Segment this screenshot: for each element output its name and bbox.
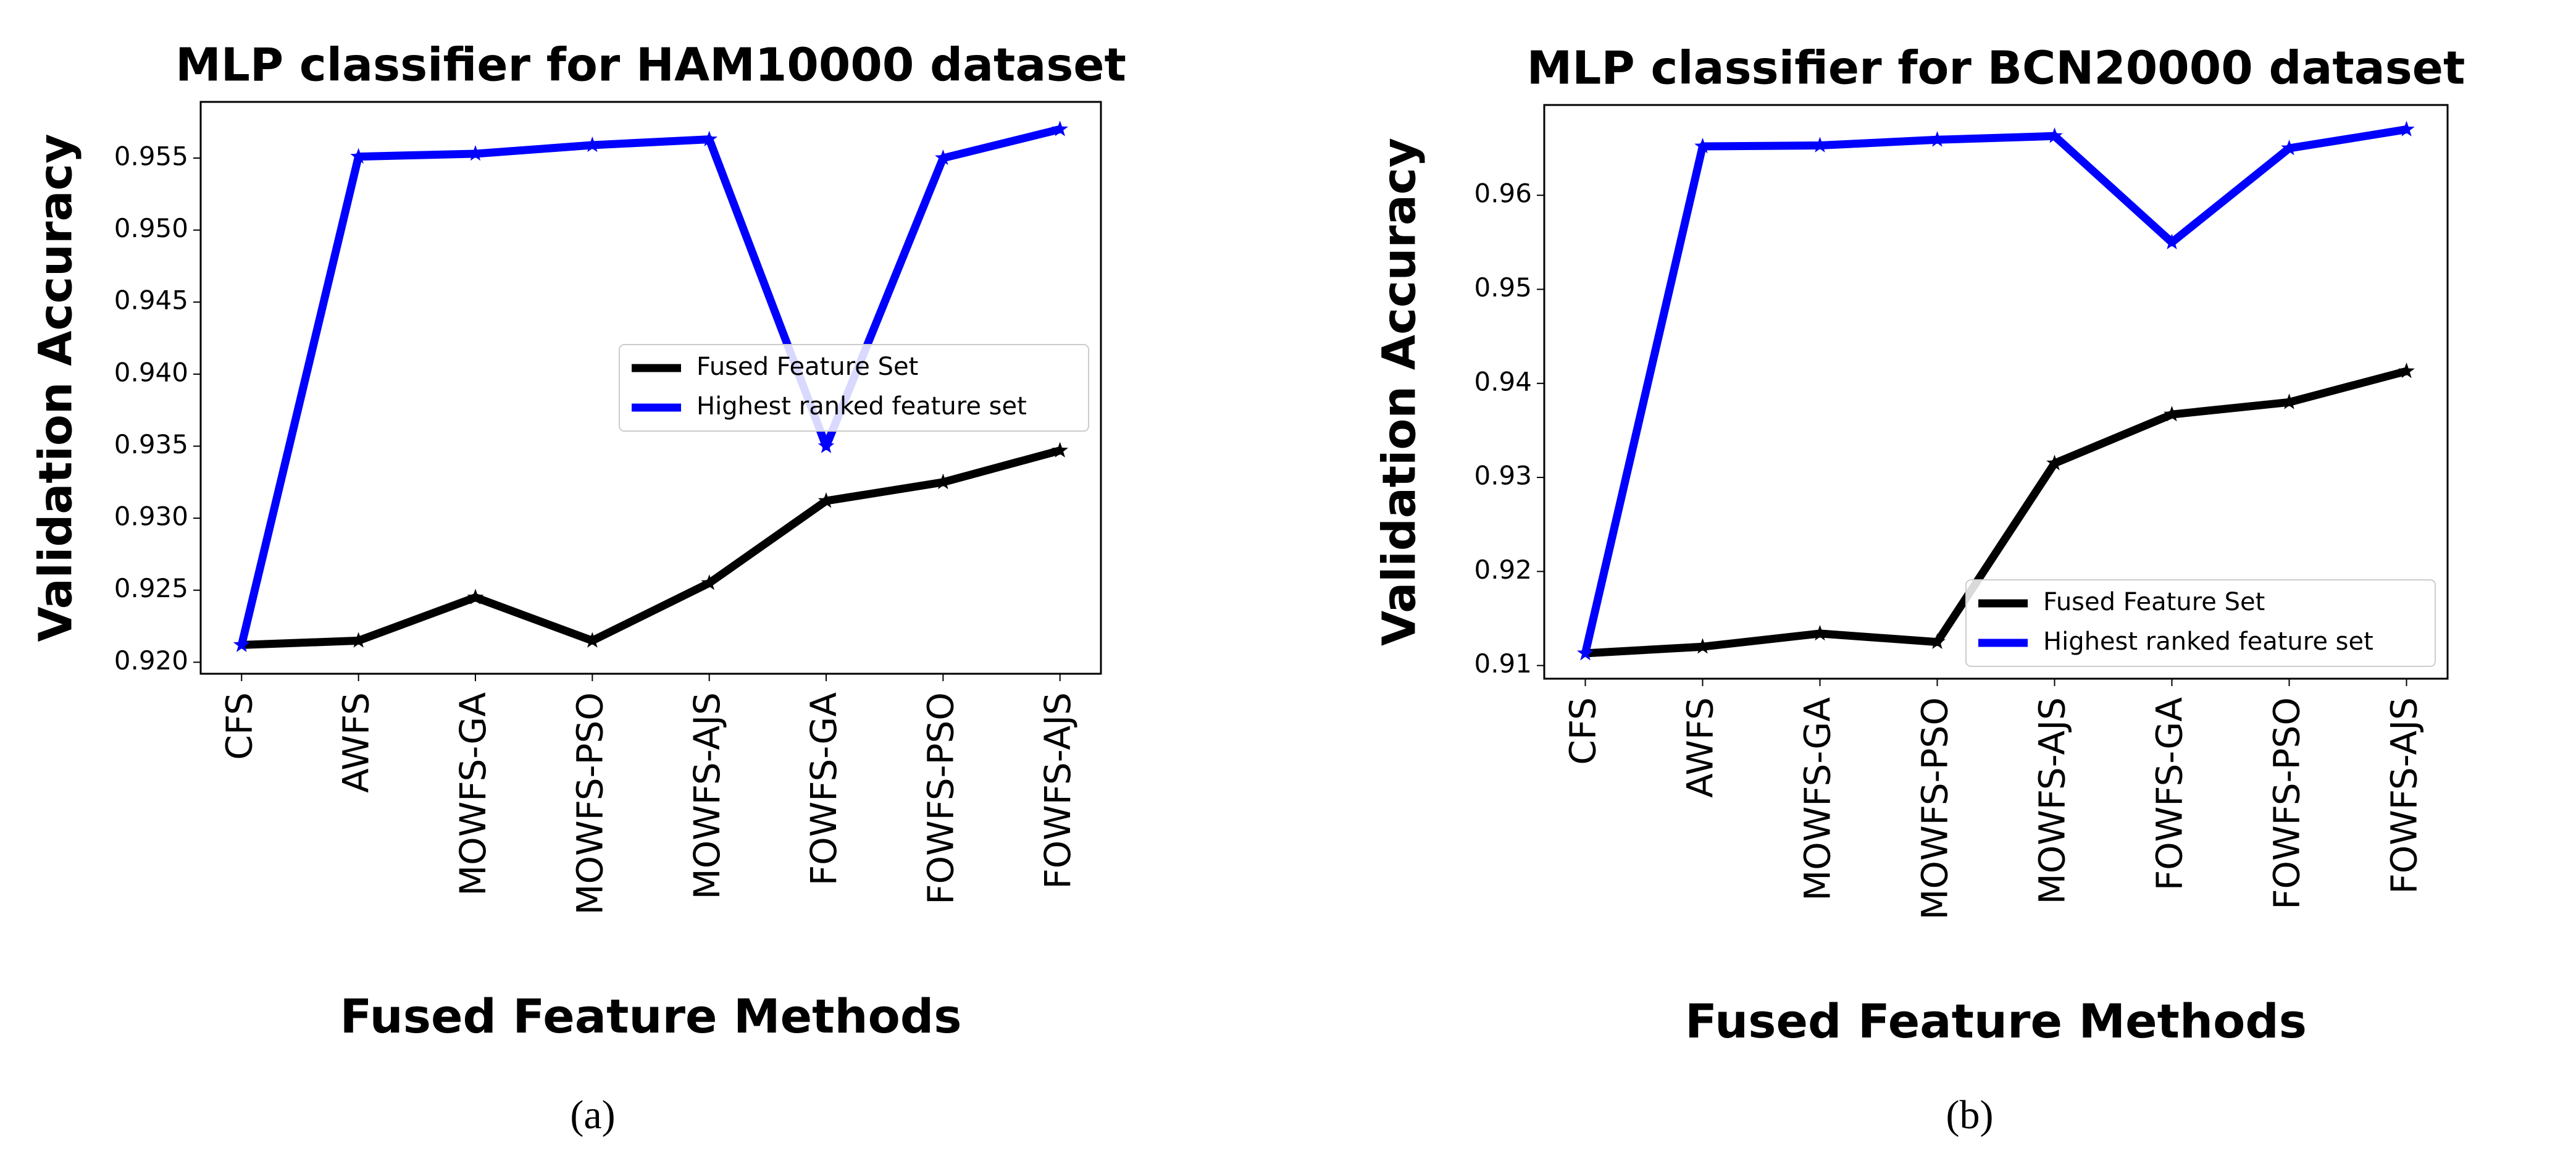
data-point [1694, 638, 1711, 654]
data-point [350, 148, 367, 164]
y-tick-label: 0.945 [114, 285, 188, 316]
x-tick-label: FOWFS-AJS [2383, 697, 2425, 894]
x-tick-label: CFS [218, 692, 260, 760]
data-point [1694, 138, 1711, 154]
y-tick-label: 0.92 [1474, 555, 1532, 585]
legend-label: Fused Feature Set [2043, 588, 2265, 616]
data-point [1812, 136, 1828, 153]
series-line [1585, 367, 2408, 658]
data-point [818, 437, 835, 453]
data-point [1812, 624, 1828, 641]
data-point [1929, 633, 1946, 649]
data-point [1929, 131, 1946, 147]
data-point [2281, 140, 2298, 156]
y-tick-label: 0.930 [114, 501, 188, 532]
x-axis-label: Fused Feature Methods [1685, 994, 2307, 1049]
data-point [467, 589, 484, 605]
x-axis-label: Fused Feature Methods [340, 989, 962, 1044]
x-tick-label: AWFS [1679, 697, 1721, 798]
data-point [701, 130, 717, 146]
x-tick-label: CFS [1562, 697, 1604, 765]
x-tick-label: MOWFS-AJS [2031, 697, 2073, 904]
data-point [233, 636, 250, 652]
data-point [350, 632, 367, 648]
y-tick-label: 0.96 [1474, 178, 1532, 209]
x-tick-label: FOWFS-GA [803, 692, 845, 886]
plot-frame [1543, 104, 2449, 680]
series-line [1581, 125, 2407, 655]
legend-box [619, 344, 1089, 432]
series-line [237, 125, 1061, 646]
y-tick-label: 0.955 [114, 141, 188, 171]
y-tick-label: 0.925 [114, 573, 188, 603]
data-point [935, 149, 951, 166]
data-point [584, 632, 601, 648]
y-tick-label: 0.920 [114, 645, 188, 676]
y-tick-label: 0.935 [114, 429, 188, 459]
data-point [2046, 127, 2063, 143]
x-tick-label: FOWFS-PSO [919, 692, 961, 905]
legend-label: Fused Feature Set [696, 353, 918, 381]
x-tick-label: MOWFS-PSO [1914, 697, 1956, 920]
x-tick-label: MOWFS-GA [1797, 697, 1839, 901]
caption: (b) [1946, 1092, 1994, 1138]
caption: (a) [570, 1092, 615, 1138]
x-tick-label: FOWFS-AJS [1037, 692, 1079, 889]
data-point [1052, 442, 1068, 458]
data-point [2398, 363, 2415, 379]
plot-frame [199, 101, 1102, 675]
data-point [2398, 120, 2415, 136]
data-point [2281, 393, 2298, 409]
data-point [1577, 644, 1594, 661]
x-tick-label: MOWFS-PSO [569, 692, 611, 915]
data-point [584, 136, 601, 153]
x-tick-label: FOWFS-GA [2149, 697, 2191, 891]
legend-label: Highest ranked feature set [2043, 627, 2373, 656]
x-tick-label: FOWFS-PSO [2266, 697, 2308, 910]
y-tick-label: 0.94 [1474, 366, 1532, 396]
data-point [701, 574, 717, 590]
y-tick-label: 0.950 [114, 213, 188, 243]
data-point [935, 473, 951, 490]
data-point [2046, 455, 2063, 471]
y-tick-label: 0.93 [1474, 461, 1532, 491]
data-point [1052, 120, 1068, 136]
y-axis-label: Validation Accuracy [1373, 138, 1426, 646]
series-line [241, 446, 1061, 649]
y-tick-label: 0.95 [1474, 272, 1532, 303]
legend-box [1965, 579, 2436, 667]
data-point [467, 145, 484, 161]
y-tick-label: 0.940 [114, 357, 188, 387]
data-point [2164, 406, 2180, 422]
legend-label: Highest ranked feature set [696, 392, 1027, 421]
data-point [2164, 233, 2180, 249]
data-point [818, 492, 835, 508]
chart-title: MLP classifier for BCN20000 dataset [1527, 42, 2465, 95]
chart-title: MLP classifier for HAM10000 dataset [175, 39, 1126, 92]
x-tick-label: MOWFS-AJS [686, 692, 728, 899]
x-tick-label: AWFS [335, 692, 377, 793]
x-tick-label: MOWFS-GA [452, 692, 494, 896]
y-tick-label: 0.91 [1474, 648, 1532, 679]
y-axis-label: Validation Accuracy [30, 133, 83, 642]
